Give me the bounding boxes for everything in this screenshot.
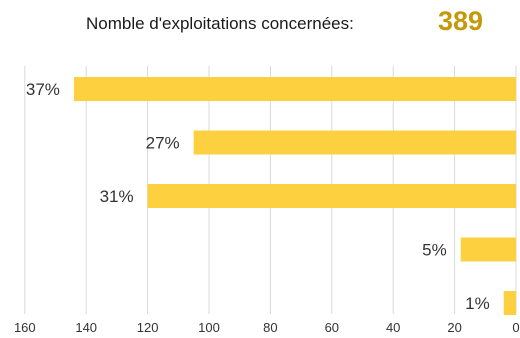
data-labels: 37% 27% 31% 5% 1% xyxy=(26,80,490,313)
bar-data-label: 1% xyxy=(465,294,490,313)
bar xyxy=(73,77,517,101)
x-tick-label: 40 xyxy=(386,320,400,335)
bar-data-label: 27% xyxy=(146,134,180,153)
bars xyxy=(73,77,517,315)
x-tick-label: 140 xyxy=(75,320,97,335)
x-tick-label: 100 xyxy=(198,320,220,335)
bar-data-label: 5% xyxy=(422,241,447,260)
bar-data-label: 37% xyxy=(26,80,60,99)
x-axis-ticks: 160 140 120 100 80 60 40 20 0 xyxy=(14,320,520,335)
header-label: Nomble d'exploitations concernées: xyxy=(86,14,354,33)
bar xyxy=(193,130,516,155)
bar xyxy=(503,291,516,315)
x-tick-label: 60 xyxy=(325,320,339,335)
x-tick-label: 20 xyxy=(447,320,461,335)
bar-data-label: 31% xyxy=(100,187,134,206)
x-tick-label: 160 xyxy=(14,320,36,335)
exploitations-count: 389 xyxy=(438,6,484,36)
bar xyxy=(460,237,516,262)
bar xyxy=(147,184,516,208)
x-tick-label: 0 xyxy=(512,320,519,335)
x-tick-label: 80 xyxy=(263,320,277,335)
x-tick-label: 120 xyxy=(137,320,159,335)
